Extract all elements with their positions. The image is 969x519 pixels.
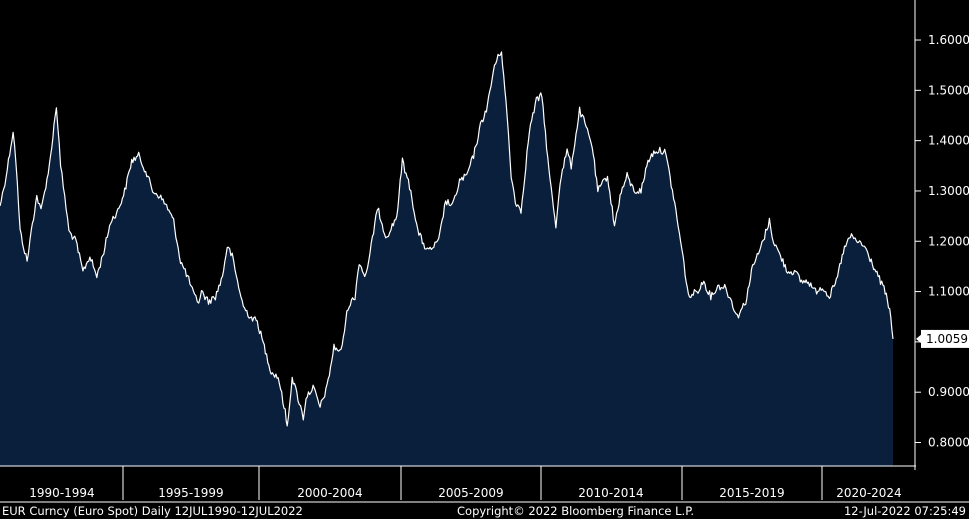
y-tick-label: 1.1000 (928, 285, 969, 299)
y-tick-label: 1.5000 (928, 83, 969, 97)
x-period-label: 1995-1999 (158, 486, 223, 500)
y-tick-label: 1.4000 (928, 134, 969, 148)
y-tick-label: 1.6000 (928, 33, 969, 47)
y-tick-label: 1.3000 (928, 184, 969, 198)
last-value-box (921, 329, 969, 348)
y-tick-label: 1.2000 (928, 234, 969, 248)
series-area (0, 51, 893, 467)
x-period-label: 2000-2004 (297, 486, 362, 500)
footer-copyright: Copyright© 2022 Bloomberg Finance L.P. (457, 504, 694, 518)
x-period-label: 2015-2019 (719, 486, 784, 500)
footer-timestamp: 12-Jul-2022 07:25:49 (843, 504, 966, 518)
y-tick-label: 0.8000 (928, 436, 969, 450)
footer-security-description: EUR Curncy (Euro Spot) Daily 12JUL1990-1… (2, 504, 303, 518)
y-tick-label: 0.9000 (928, 385, 969, 399)
x-period-label: 2010-2014 (578, 486, 643, 500)
last-value-pointer (916, 333, 922, 344)
series-line (0, 51, 894, 427)
x-period-label: 1990-1994 (29, 486, 94, 500)
last-value-label: 1.0059 (926, 332, 968, 346)
x-period-label: 2020-2024 (836, 486, 901, 500)
x-period-label: 2005-2009 (438, 486, 503, 500)
plot-area (0, 51, 894, 467)
axes: 0.80000.90001.00001.10001.20001.30001.40… (0, 0, 969, 503)
footer-bar: EUR Curncy (Euro Spot) Daily 12JUL1990-1… (0, 503, 969, 519)
